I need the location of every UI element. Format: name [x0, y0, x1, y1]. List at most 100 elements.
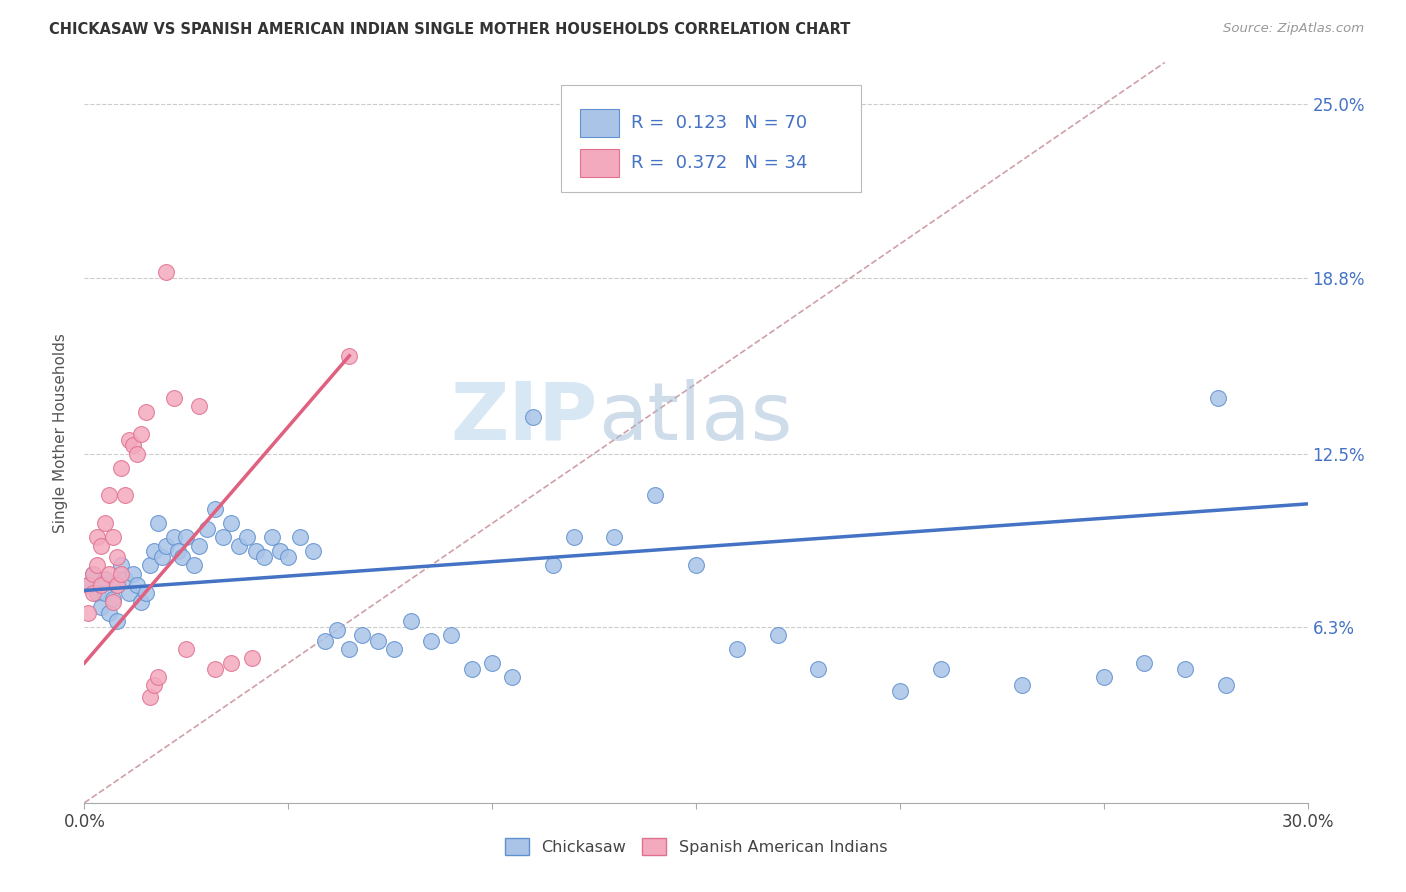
- Point: [82, 566, 104, 581]
- Point: [155, 539, 177, 553]
- Point: [326, 623, 349, 637]
- Point: [142, 544, 165, 558]
- Point: [77, 578, 100, 592]
- Point: [90, 578, 112, 592]
- Point: [1215, 678, 1237, 692]
- Point: [183, 558, 205, 573]
- Point: [131, 594, 153, 608]
- Point: [90, 539, 112, 553]
- Point: [135, 586, 157, 600]
- Point: [114, 488, 136, 502]
- Point: [204, 662, 226, 676]
- Point: [82, 586, 104, 600]
- Point: [187, 399, 209, 413]
- Text: CHICKASAW VS SPANISH AMERICAN INDIAN SINGLE MOTHER HOUSEHOLDS CORRELATION CHART: CHICKASAW VS SPANISH AMERICAN INDIAN SIN…: [49, 22, 851, 37]
- Point: [131, 427, 153, 442]
- Point: [127, 578, 149, 592]
- Point: [138, 690, 160, 704]
- Point: [420, 633, 443, 648]
- Point: [461, 662, 484, 676]
- Point: [807, 662, 830, 676]
- Point: [167, 544, 190, 558]
- Legend: Chickasaw, Spanish American Indians: Chickasaw, Spanish American Indians: [498, 832, 894, 862]
- Point: [219, 516, 242, 531]
- Point: [86, 530, 108, 544]
- Text: atlas: atlas: [598, 379, 793, 457]
- Point: [82, 566, 104, 581]
- Point: [135, 405, 157, 419]
- Point: [1133, 656, 1156, 670]
- Point: [382, 642, 405, 657]
- Point: [90, 600, 112, 615]
- Point: [236, 530, 259, 544]
- Point: [146, 516, 169, 531]
- Point: [350, 628, 373, 642]
- Point: [253, 549, 276, 564]
- Point: [101, 594, 124, 608]
- Point: [481, 656, 503, 670]
- Point: [314, 633, 336, 648]
- Point: [212, 530, 235, 544]
- Text: Source: ZipAtlas.com: Source: ZipAtlas.com: [1223, 22, 1364, 36]
- Point: [110, 460, 132, 475]
- Point: [93, 572, 115, 586]
- Point: [110, 558, 132, 573]
- Point: [269, 544, 291, 558]
- Point: [155, 265, 177, 279]
- Point: [1174, 662, 1197, 676]
- Point: [105, 614, 128, 628]
- Point: [163, 391, 186, 405]
- Bar: [579, 148, 619, 177]
- Point: [889, 684, 911, 698]
- Point: [277, 549, 299, 564]
- Point: [97, 566, 120, 581]
- Point: [440, 628, 463, 642]
- Point: [146, 670, 169, 684]
- Point: [105, 578, 128, 592]
- Point: [122, 438, 145, 452]
- Point: [562, 530, 585, 544]
- Point: [1011, 678, 1033, 692]
- Point: [644, 488, 666, 502]
- Point: [86, 558, 108, 573]
- Point: [174, 530, 197, 544]
- Point: [725, 642, 748, 657]
- Point: [172, 549, 194, 564]
- Point: [399, 614, 422, 628]
- Point: [150, 549, 173, 564]
- Point: [110, 566, 132, 581]
- Point: [97, 606, 120, 620]
- Point: [1206, 391, 1229, 405]
- Point: [118, 433, 141, 447]
- Point: [502, 670, 524, 684]
- Point: [101, 591, 124, 606]
- Point: [603, 530, 626, 544]
- Point: [339, 349, 361, 363]
- Text: ZIP: ZIP: [451, 379, 598, 457]
- Point: [105, 578, 128, 592]
- Point: [77, 578, 100, 592]
- Point: [187, 539, 209, 553]
- Point: [766, 628, 789, 642]
- Point: [174, 642, 197, 657]
- Point: [86, 586, 108, 600]
- Point: [114, 572, 136, 586]
- Point: [122, 566, 145, 581]
- Point: [101, 530, 124, 544]
- Point: [245, 544, 267, 558]
- Point: [97, 488, 120, 502]
- Point: [339, 642, 361, 657]
- Point: [138, 558, 160, 573]
- Point: [290, 530, 312, 544]
- Text: R =  0.372   N = 34: R = 0.372 N = 34: [631, 153, 807, 171]
- Point: [219, 656, 242, 670]
- Text: R =  0.123   N = 70: R = 0.123 N = 70: [631, 113, 807, 132]
- Point: [142, 678, 165, 692]
- Point: [93, 516, 115, 531]
- Point: [685, 558, 707, 573]
- Point: [105, 549, 128, 564]
- Point: [301, 544, 323, 558]
- Point: [260, 530, 283, 544]
- Point: [77, 606, 100, 620]
- Point: [228, 539, 250, 553]
